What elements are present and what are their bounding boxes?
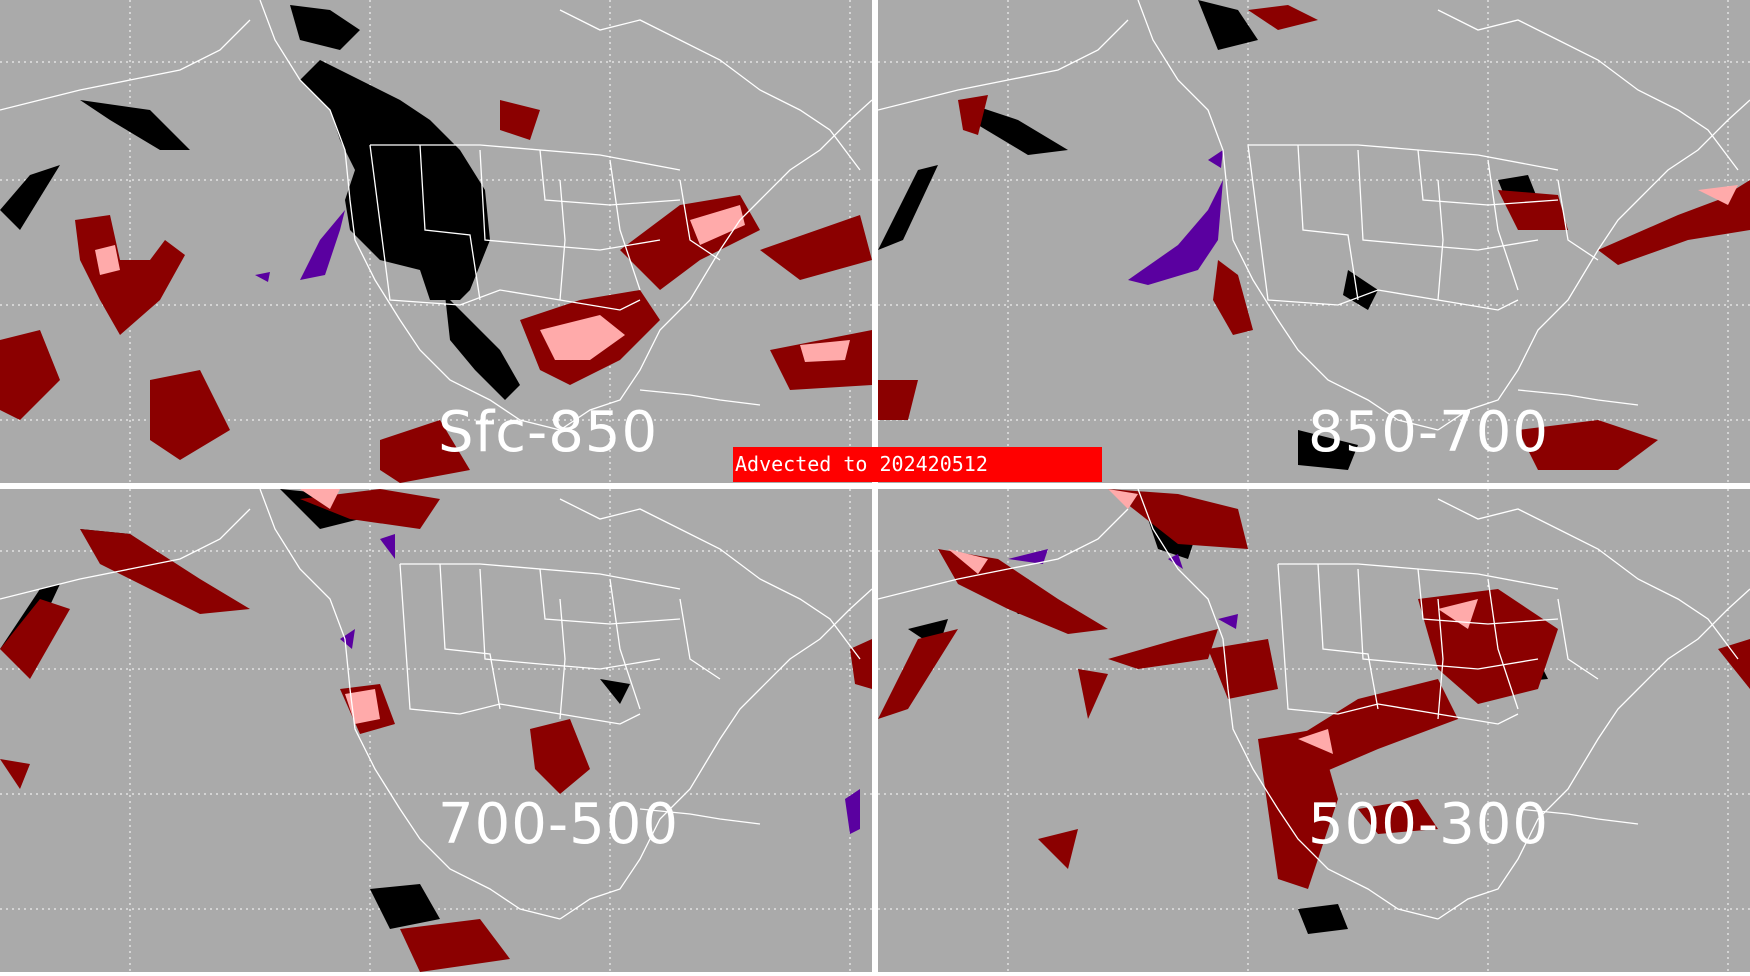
red-regions — [0, 100, 872, 483]
layer-label: 850-700 — [1308, 400, 1549, 465]
black-regions — [0, 5, 520, 400]
lat-lon-grid — [0, 0, 872, 483]
layer-label: 500-300 — [1308, 792, 1549, 857]
map-canvas — [878, 489, 1750, 972]
pink-regions — [95, 205, 850, 362]
map-canvas — [878, 0, 1750, 483]
red-regions — [878, 489, 1750, 889]
map-panel-850-700: 850-700 — [878, 0, 1750, 483]
purple-regions — [255, 210, 345, 282]
red-regions — [0, 489, 872, 972]
coastlines-and-borders — [0, 0, 872, 431]
advected-date-banner: Advected to 202420512 — [733, 447, 1102, 482]
lat-lon-grid — [878, 0, 1750, 483]
coastlines-and-borders — [0, 489, 872, 920]
lat-lon-grid — [878, 489, 1750, 972]
coastlines-and-borders — [878, 0, 1750, 431]
map-canvas — [0, 0, 872, 483]
purple-regions — [1008, 549, 1238, 629]
pink-regions — [948, 489, 1478, 754]
map-canvas — [0, 489, 872, 972]
map-panel-500-300: 500-300 — [878, 489, 1750, 972]
purple-regions — [340, 534, 860, 834]
map-panel-700-500: 700-500 — [0, 489, 872, 972]
layer-label: Sfc-850 — [438, 400, 659, 465]
map-panel-sfc-850: Sfc-850 — [0, 0, 872, 483]
layer-label: 700-500 — [438, 792, 679, 857]
pink-regions — [1698, 185, 1738, 205]
purple-regions — [1128, 150, 1223, 285]
coastlines-and-borders — [878, 489, 1750, 920]
black-regions — [0, 489, 630, 929]
